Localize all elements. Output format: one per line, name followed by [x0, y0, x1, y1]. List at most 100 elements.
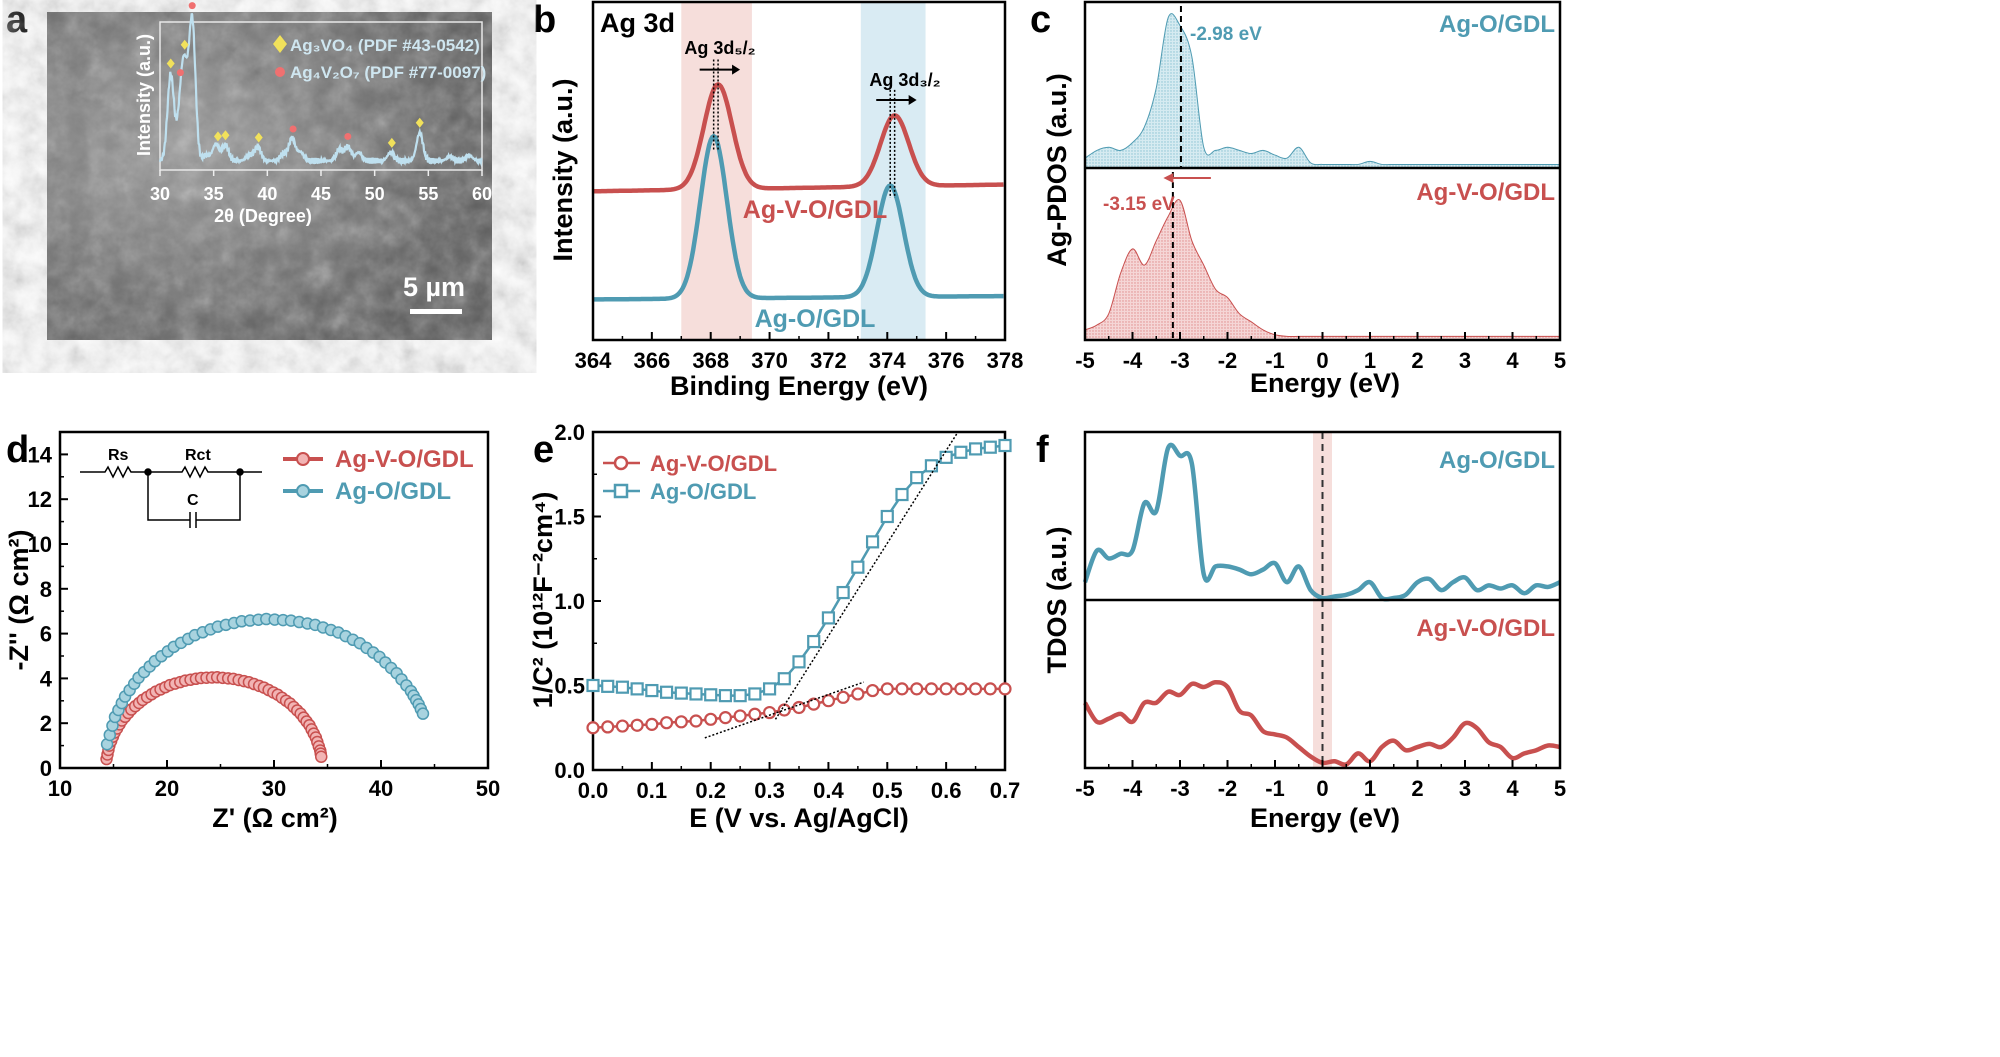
- panel-d: 10 20 30 40 50 0 2 4 6 8 10 12 14 Rs Rct C Ag-V-O/GD…: [4, 430, 500, 833]
- y-axis-label: -Z'' (Ω cm²): [4, 530, 34, 671]
- y-tick-label: 1.5: [554, 505, 585, 530]
- panel-label-a: a: [6, 0, 28, 41]
- series-label-ag-v-o: Ag-V-O/GDL: [1416, 615, 1555, 642]
- d-band-center-ag-o: -2.98 eV: [1190, 24, 1262, 45]
- diamond-marker: [180, 39, 189, 50]
- x-tick-label: 30: [262, 776, 286, 801]
- data-point: [704, 712, 718, 726]
- diamond-marker: [254, 132, 263, 143]
- legend-ag-o: Ag-O/GDL: [650, 479, 756, 504]
- data-point: [910, 471, 924, 485]
- diamond-marker: [213, 131, 222, 142]
- data-point: [968, 682, 983, 696]
- x-tick-label: 378: [987, 348, 1024, 373]
- data-point: [674, 715, 688, 729]
- circle-marker: [176, 69, 184, 77]
- x-tick-label: 50: [365, 184, 385, 204]
- series-label-ag-v-o: Ag-V-O/GDL: [1416, 179, 1555, 206]
- x-tick-label: -1: [1265, 776, 1285, 801]
- y-tick-label: 14: [28, 442, 53, 467]
- x-tick-label: -4: [1123, 348, 1143, 373]
- xrd-pattern-line: [158, 12, 483, 167]
- data-point: [836, 690, 850, 704]
- x-tick-label: 5: [1554, 776, 1566, 801]
- panel-f: -5 -4 -3 -2 -1 0 1 2 3 4 5 Ag-O/GDL Ag-V-O/GDL Ene…: [1042, 430, 1566, 833]
- data-point: [630, 682, 644, 696]
- x-tick-label: 0.4: [813, 778, 844, 803]
- data-point: [762, 682, 777, 696]
- data-point: [895, 487, 909, 502]
- arrow-head-icon: [1163, 173, 1174, 183]
- x-tick-label: 0.5: [872, 778, 903, 803]
- x-tick-label: 368: [692, 348, 729, 373]
- data-point: [718, 711, 733, 725]
- data-point: [954, 682, 968, 696]
- x-tick-label: 20: [155, 776, 179, 801]
- y-axis-label: Ag-PDOS (a.u.): [1042, 73, 1072, 267]
- x-tick-label: -3: [1170, 776, 1190, 801]
- data-point: [836, 585, 850, 600]
- x-axis-label: Energy (eV): [1250, 803, 1400, 833]
- x-tick-label: 366: [633, 348, 670, 373]
- circle-marker: [289, 125, 297, 133]
- x-tick-label: 0.3: [754, 778, 785, 803]
- data-point: [939, 450, 953, 464]
- peak-label-3d52: Ag 3d₅/₂: [684, 38, 755, 58]
- data-point: [689, 714, 703, 728]
- panel-label-c: c: [1030, 0, 1051, 41]
- diamond-legend-icon: [273, 35, 287, 53]
- panel-label-e: e: [533, 429, 554, 471]
- x-tick-label: 3: [1459, 348, 1471, 373]
- x-tick-label: -5: [1075, 348, 1095, 373]
- data-point: [733, 689, 747, 703]
- x-tick-label: 30: [150, 184, 170, 204]
- panel-label-d: d: [6, 429, 29, 471]
- x-tick-label: 0: [1316, 776, 1328, 801]
- x-tick-label: 0.1: [637, 778, 668, 803]
- circuit-label-rs: Rs: [108, 447, 129, 464]
- data-point: [910, 682, 924, 696]
- data-point: [718, 689, 733, 703]
- scale-bar: [410, 309, 462, 314]
- sem-texture: [47, 12, 492, 340]
- scale-bar-label: 5 µm: [403, 272, 465, 302]
- panel-b: 364 366 368 370 372 374 376 378 Ag 3d Ag 3d₅/₂ …: [548, 0, 1024, 401]
- x-tick-label: 0.2: [695, 778, 726, 803]
- x-tick-label: 2: [1411, 348, 1423, 373]
- data-point: [983, 682, 997, 696]
- x-axis-label: Energy (eV): [1250, 368, 1400, 398]
- x-tick-label: 1: [1364, 776, 1376, 801]
- x-axis-label: E (V vs. Ag/AgCl): [689, 803, 909, 833]
- x-axis-label: Binding Energy (eV): [670, 371, 928, 401]
- data-point: [645, 683, 659, 698]
- data-point: [314, 750, 328, 764]
- series-label-ag-v-o: Ag-V-O/GDL: [743, 196, 887, 224]
- data-point: [968, 442, 983, 456]
- data-point: [865, 535, 880, 549]
- data-point: [615, 719, 630, 733]
- x-tick-label: -1: [1265, 348, 1285, 373]
- circle-marker: [188, 2, 196, 10]
- x-tick-label: 0.7: [990, 778, 1021, 803]
- y-tick-label: 8: [40, 577, 52, 602]
- linear-fit-line: [704, 681, 864, 739]
- pdos-area-Ag-V-O/GDL: [1084, 199, 1561, 341]
- xrd-x-label: 2θ (Degree): [214, 206, 312, 226]
- x-tick-label: 364: [575, 348, 612, 373]
- legend-ag-o: Ag-O/GDL: [335, 478, 451, 505]
- data-point: [615, 680, 630, 694]
- legend-ag3vo4: Ag₃VO₄ (PDF #43-0542): [290, 36, 480, 55]
- peak-label-3d32: Ag 3d₃/₂: [869, 70, 940, 90]
- tdos-line-Ag-O/GDL: [1082, 442, 1561, 602]
- arrow-head-icon: [908, 95, 917, 106]
- nyquist-line-Ag-O/GDL: [106, 618, 426, 745]
- x-tick-label: 40: [369, 776, 393, 801]
- data-point: [674, 686, 688, 700]
- xps-title: Ag 3d: [600, 8, 675, 38]
- y-tick-label: 0.0: [554, 758, 585, 783]
- data-point: [733, 709, 747, 723]
- data-point: [630, 718, 644, 732]
- y-tick-label: 2.0: [554, 420, 585, 445]
- y-axis-label: Intensity (a.u.): [548, 78, 578, 261]
- legend-marker-ag-v-o: [613, 455, 629, 471]
